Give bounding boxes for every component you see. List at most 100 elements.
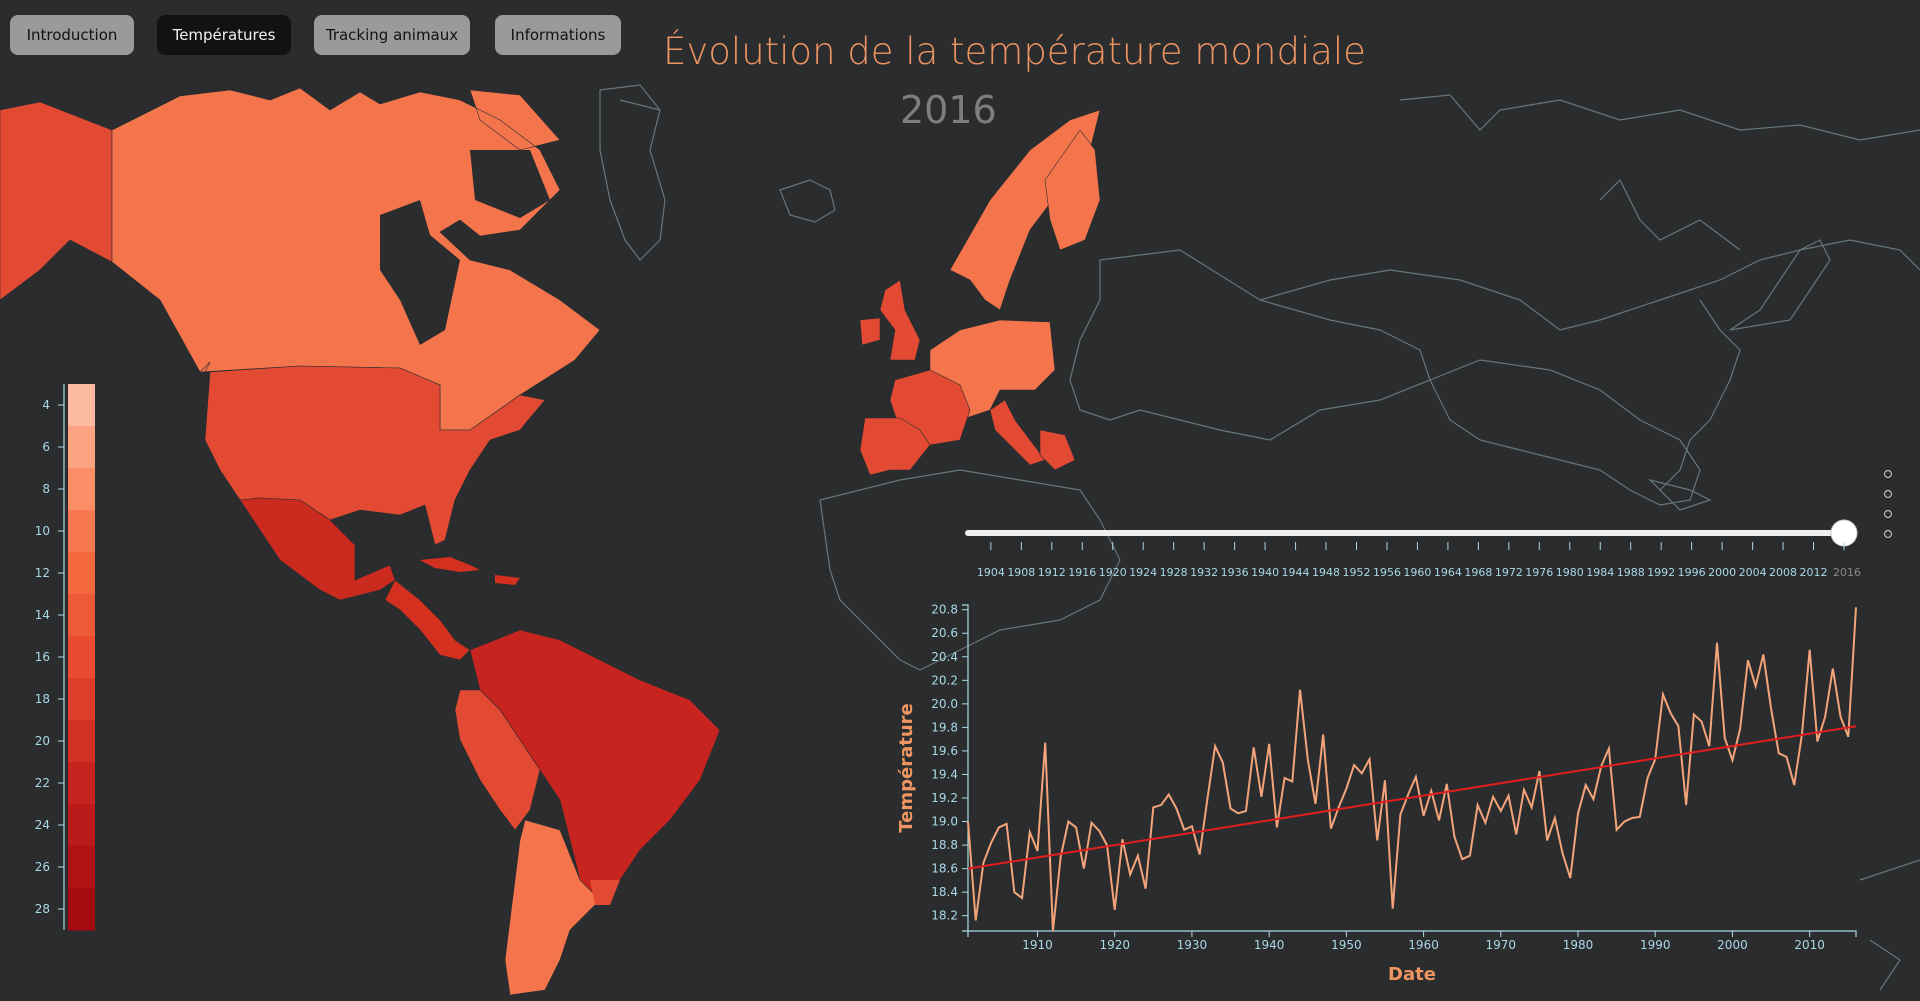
slider-tick-label: 1940: [1251, 566, 1279, 579]
x-tick-label: 1910: [1022, 938, 1053, 952]
slider-tick-label: 1964: [1434, 566, 1462, 579]
y-tick-label: 20.6: [931, 626, 958, 640]
legend-tick-label: 6: [42, 440, 50, 454]
nav-introduction-button[interactable]: Introduction: [10, 15, 134, 55]
slider-tick-label: 1956: [1373, 566, 1401, 579]
x-tick-label: 1950: [1331, 938, 1362, 952]
current-year-label: 2016: [900, 88, 997, 132]
pagination-dot[interactable]: [1883, 529, 1893, 539]
map-region-argentina[interactable]: [504, 819, 601, 996]
slider-tick-label: 2016: [1833, 566, 1861, 579]
slider-tick-label: 1980: [1556, 566, 1584, 579]
page-pagination: [1883, 469, 1893, 539]
slider-tick-label: 1952: [1342, 566, 1370, 579]
x-tick-label: 1970: [1486, 938, 1517, 952]
nav-tracking-button[interactable]: Tracking animaux: [314, 15, 470, 55]
page-title: Évolution de la température mondiale: [663, 30, 1366, 73]
y-tick-label: 18.8: [931, 838, 958, 852]
legend-swatch: [68, 384, 95, 427]
legend-tick-label: 14: [35, 608, 50, 622]
pagination-dot[interactable]: [1883, 509, 1893, 519]
nav-temperatures-button[interactable]: Températures: [157, 15, 291, 55]
map-region-peru[interactable]: [454, 689, 541, 831]
y-tick-label: 19.8: [931, 720, 958, 734]
legend-swatch: [68, 804, 95, 847]
y-tick-label: 19.0: [931, 815, 958, 829]
slider-tick-label: 1912: [1038, 566, 1066, 579]
map-region-central-america[interactable]: [384, 579, 471, 661]
series-trend-line: [967, 725, 1857, 870]
legend-tick-label: 20: [35, 734, 50, 748]
legend-swatch: [68, 468, 95, 511]
map-region-mexico[interactable]: [239, 497, 396, 601]
slider-tick-label: 1908: [1007, 566, 1035, 579]
slider-tick-label: 1928: [1160, 566, 1188, 579]
map-region-finland[interactable]: [1044, 129, 1101, 251]
legend-tick-label: 26: [35, 860, 50, 874]
legend-swatch: [68, 846, 95, 889]
x-tick-label: 1980: [1563, 938, 1594, 952]
slider-tick-label: 2004: [1739, 566, 1767, 579]
x-tick-label: 1990: [1640, 938, 1671, 952]
map-region-italy[interactable]: [989, 399, 1046, 466]
slider-tick-label: 1976: [1525, 566, 1553, 579]
x-tick-label: 1940: [1254, 938, 1285, 952]
legend-swatch: [68, 510, 95, 553]
temperature-line-chart: 18.2 18.4 18.6 18.8 19.0 19.2 19.4 19.6 19.8 20.0…: [896, 603, 1857, 985]
series-temperature-line: [967, 607, 1857, 932]
slider-tick-label: 1996: [1678, 566, 1706, 579]
slider-tick-label: 2012: [1800, 566, 1828, 579]
slider-tick-label: 1992: [1647, 566, 1675, 579]
legend-swatch: [68, 636, 95, 679]
slider-tick-label: 1904: [977, 566, 1005, 579]
legend-swatch: [68, 552, 95, 595]
x-tick-label: 1930: [1177, 938, 1208, 952]
slider-tick-label: 1932: [1190, 566, 1218, 579]
pagination-dot[interactable]: [1883, 469, 1893, 479]
slider-tick-label: 2000: [1708, 566, 1736, 579]
slider-tick-label: 1988: [1617, 566, 1645, 579]
map-region-iberia[interactable]: [859, 417, 931, 476]
x-tick-label: 2010: [1794, 938, 1825, 952]
slider-tick-label: 1944: [1282, 566, 1310, 579]
legend-swatch: [68, 678, 95, 721]
y-tick-label: 18.4: [931, 885, 958, 899]
y-tick-label: 18.6: [931, 862, 958, 876]
legend-tick-label: 28: [35, 902, 50, 916]
map-region-greece[interactable]: [1039, 429, 1076, 471]
x-tick-label: 1960: [1408, 938, 1439, 952]
slider-tick-label: 1948: [1312, 566, 1340, 579]
legend-tick-label: 12: [35, 566, 50, 580]
nav-informations-button[interactable]: Informations: [495, 15, 621, 55]
slider-tick-label: 1916: [1068, 566, 1096, 579]
slider-tick-label: 1936: [1221, 566, 1249, 579]
y-tick-label: 19.6: [931, 744, 958, 758]
year-slider[interactable]: 1904 1908 1912 1916 1920 1924 1928 1932 1936 1940…: [965, 519, 1861, 579]
slider-tick-label: 1920: [1099, 566, 1127, 579]
slider-tick-label: 1968: [1464, 566, 1492, 579]
y-tick-label: 20.0: [931, 697, 958, 711]
legend-swatch: [68, 720, 95, 763]
legend-tick-label: 16: [35, 650, 50, 664]
x-tick-label: 2000: [1717, 938, 1748, 952]
y-tick-label: 19.4: [931, 767, 958, 781]
legend-swatch: [68, 594, 95, 637]
y-tick-label: 20.4: [931, 650, 958, 664]
x-tick-label: 1920: [1099, 938, 1130, 952]
y-tick-label: 19.2: [931, 791, 958, 805]
legend-tick-label: 22: [35, 776, 50, 790]
y-tick-label: 20.2: [931, 673, 958, 687]
x-axis-title: Date: [1388, 964, 1436, 985]
legend-tick-label: 18: [35, 692, 50, 706]
x-axis: [967, 930, 1857, 937]
color-legend: 4 6 8 10 12 14 16 18 20 22 24 26 28: [35, 384, 95, 931]
pagination-dot[interactable]: [1883, 489, 1893, 499]
map-region-alaska[interactable]: [0, 101, 113, 301]
map-region-uk[interactable]: [859, 279, 921, 361]
legend-swatch: [68, 426, 95, 469]
legend-swatch: [68, 888, 95, 931]
world-map: [0, 84, 1920, 996]
legend-swatch: [68, 762, 95, 805]
slider-tick-label: 1972: [1495, 566, 1523, 579]
